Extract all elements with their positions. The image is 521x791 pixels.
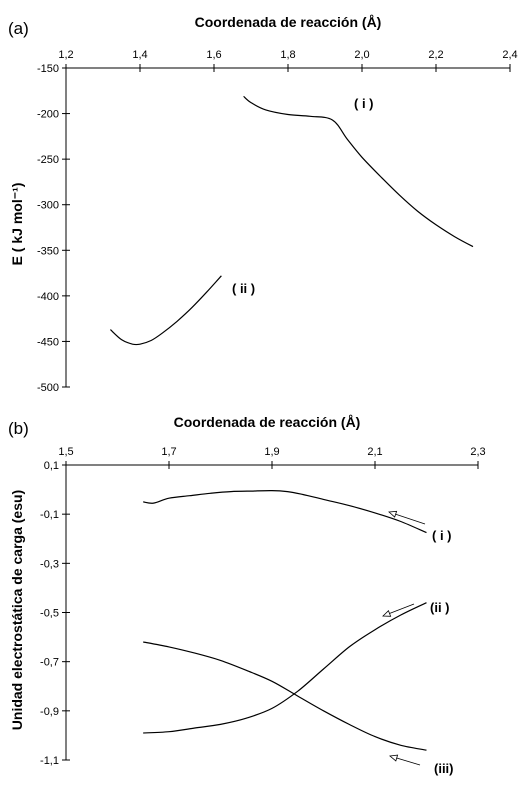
panel-b-y-tick-label: -1,1 [40,755,59,767]
panel-b-y-tick-label: -0,9 [40,706,59,718]
panel-a-y-tick-label: -300 [37,200,59,212]
panel-a-y-tick-label: -250 [37,154,59,166]
panel-b-y-tick-label: -0,3 [40,558,59,570]
panel-a-y-tick-label: -200 [37,109,59,121]
panel-b-y-tick-label: -0,5 [40,608,59,620]
panel-a-x-tick-label: 1,2 [58,49,73,61]
panel-b-series-label-1: ( i ) [432,528,452,543]
panel-b-series-line-2 [143,602,427,734]
panel-a-label: (a) [8,19,29,38]
panel-b-y-tick-label: -0,7 [40,657,59,669]
panel-b-x-tick-label: 2,3 [470,446,485,458]
panel-b-direction-arrow-2 [382,603,415,617]
panel-b-direction-arrow-1 [388,510,426,525]
panel-a-x-tick-label: 2,0 [354,49,369,61]
panel-a-y-tick-label: -350 [37,245,59,257]
panel-a-x-tick-label: 1,6 [206,49,221,61]
panel-b-series-line-1 [143,489,427,534]
panel-b-series-line-3 [143,641,427,751]
panel-b-x-axis-title: Coordenada de reacción (Å) [174,414,361,430]
panel-b-y-axis-title: Unidad electrostática de carga (esu) [9,490,25,730]
panel-a-x-tick-label: 1,8 [280,49,295,61]
panel-a-y-tick-label: -450 [37,336,59,348]
panel-b-y-tick-label: -0,1 [40,509,59,521]
panel-a-x-tick-label: 2,2 [428,49,443,61]
panel-a-y-tick-label: -400 [37,291,59,303]
panel-a-y-tick-label: -500 [37,382,59,394]
panel-a-x-tick-label: 1,4 [132,49,147,61]
panel-b-plot: 1,5 1,7 1,9 2,1 2,3 0,1 -0,1 -0,3 -0,5 -0,7 -0,9 -1… [40,446,486,776]
panel-b-x-tick-label: 1,7 [161,446,176,458]
panel-b-series-label-3: (iii) [434,761,454,776]
panel-a-series-label-1: ( i ) [354,96,374,111]
panel-a-series-line-1 [243,95,474,248]
panel-b-y-tick-label: 0,1 [44,460,59,472]
panel-a-x-axis-title: Coordenada de reacción (Å) [195,14,382,30]
panel-a-y-tick-label: -150 [37,63,59,75]
panel-a-series-line-2 [109,275,222,346]
panel-a-series-label-2: ( ii ) [232,281,255,296]
panel-b-series-label-2: (ii ) [430,600,450,615]
panel-b-x-tick-label: 2,1 [367,446,382,458]
panel-a-x-tick-label: 2,4 [502,49,517,61]
panel-a-plot: 1,2 1,4 1,6 1,8 2,0 2,2 2,4 -150 -200 -250 -300 -35… [37,49,518,394]
panel-b-label: (b) [8,419,29,438]
panel-b-x-tick-label: 1,5 [58,446,73,458]
panel-b-direction-arrow-3 [389,754,421,766]
panel-a-y-axis-title: E ( kJ mol⁻¹) [9,183,25,266]
panel-b-x-tick-label: 1,9 [264,446,279,458]
